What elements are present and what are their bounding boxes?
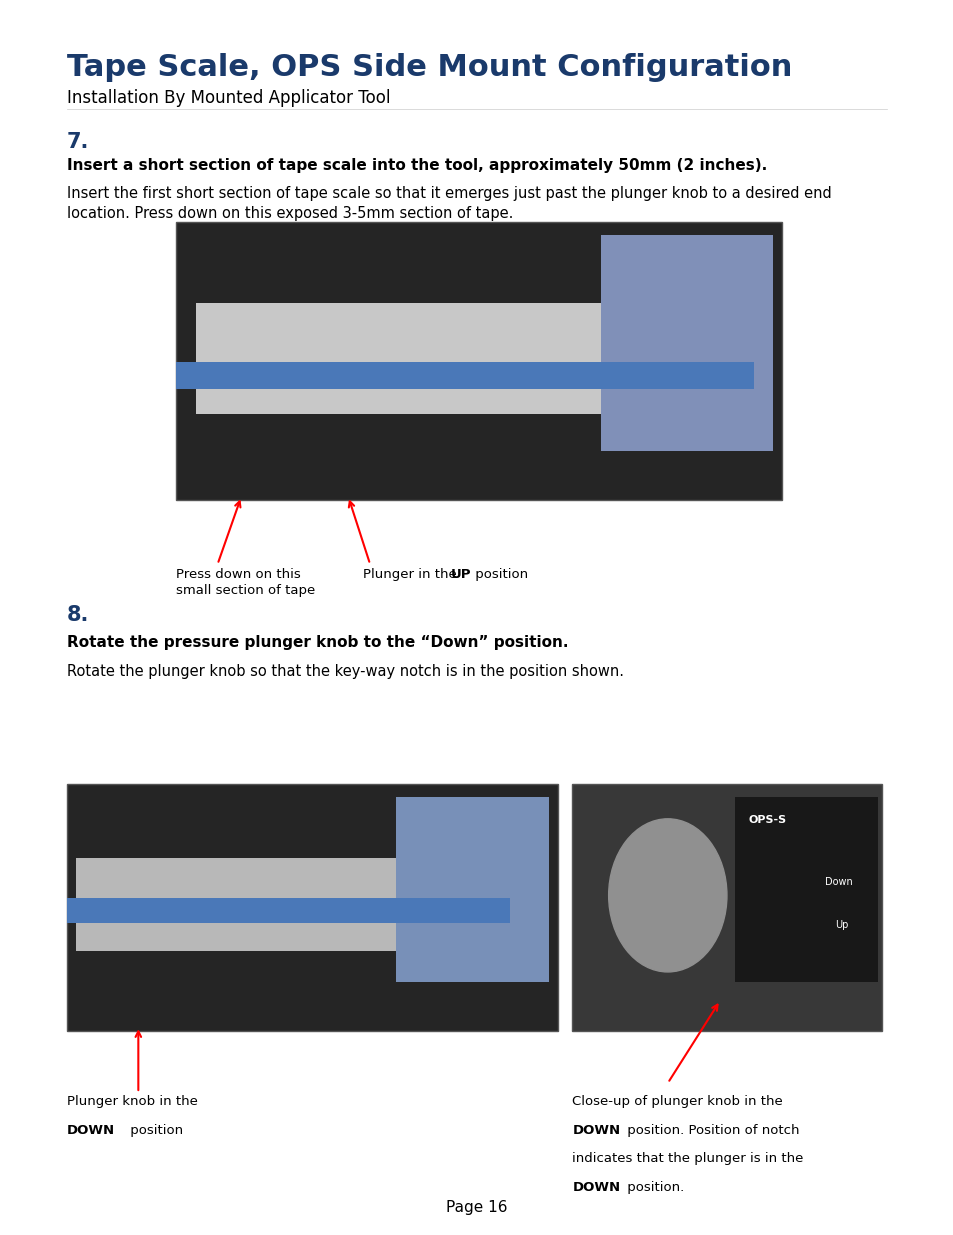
Circle shape xyxy=(608,819,726,972)
Text: Insert the first short section of tape scale so that it emerges just past the pl: Insert the first short section of tape s… xyxy=(67,186,831,221)
FancyBboxPatch shape xyxy=(76,858,481,951)
FancyBboxPatch shape xyxy=(600,235,772,451)
Text: position: position xyxy=(471,568,528,582)
FancyBboxPatch shape xyxy=(67,784,558,1031)
FancyBboxPatch shape xyxy=(572,784,882,1031)
Text: Insert a short section of tape scale into the tool, approximately 50mm (2 inches: Insert a short section of tape scale int… xyxy=(67,158,766,173)
Text: Rotate the pressure plunger knob to the “Down” position.: Rotate the pressure plunger knob to the … xyxy=(67,635,568,650)
FancyBboxPatch shape xyxy=(176,362,753,389)
Text: DOWN: DOWN xyxy=(572,1124,619,1137)
Text: OPS-S: OPS-S xyxy=(748,815,786,825)
Text: 8.: 8. xyxy=(67,605,89,625)
Text: Up: Up xyxy=(834,920,847,930)
Text: Page 16: Page 16 xyxy=(446,1200,507,1215)
Text: DOWN: DOWN xyxy=(572,1181,619,1194)
Text: position. Position of notch: position. Position of notch xyxy=(622,1124,799,1137)
Text: DOWN: DOWN xyxy=(67,1124,114,1137)
Text: Tape Scale, OPS Side Mount Configuration: Tape Scale, OPS Side Mount Configuration xyxy=(67,53,791,82)
Text: Press down on this
small section of tape: Press down on this small section of tape xyxy=(176,568,315,597)
Text: indicates that the plunger is in the: indicates that the plunger is in the xyxy=(572,1152,803,1166)
FancyBboxPatch shape xyxy=(734,797,877,982)
FancyBboxPatch shape xyxy=(395,797,548,982)
Text: position: position xyxy=(126,1124,183,1137)
Text: Installation By Mounted Applicator Tool: Installation By Mounted Applicator Tool xyxy=(67,89,390,107)
Text: 7.: 7. xyxy=(67,132,89,152)
FancyBboxPatch shape xyxy=(67,898,510,923)
Text: Down: Down xyxy=(824,877,852,887)
FancyBboxPatch shape xyxy=(195,303,667,414)
Text: Plunger in the: Plunger in the xyxy=(362,568,460,582)
Text: Rotate the plunger knob so that the key-way notch is in the position shown.: Rotate the plunger knob so that the key-… xyxy=(67,664,623,679)
Text: UP: UP xyxy=(450,568,470,582)
Text: Close-up of plunger knob in the: Close-up of plunger knob in the xyxy=(572,1095,782,1109)
FancyBboxPatch shape xyxy=(176,222,781,500)
Text: position.: position. xyxy=(622,1181,683,1194)
Text: Plunger knob in the: Plunger knob in the xyxy=(67,1095,197,1109)
